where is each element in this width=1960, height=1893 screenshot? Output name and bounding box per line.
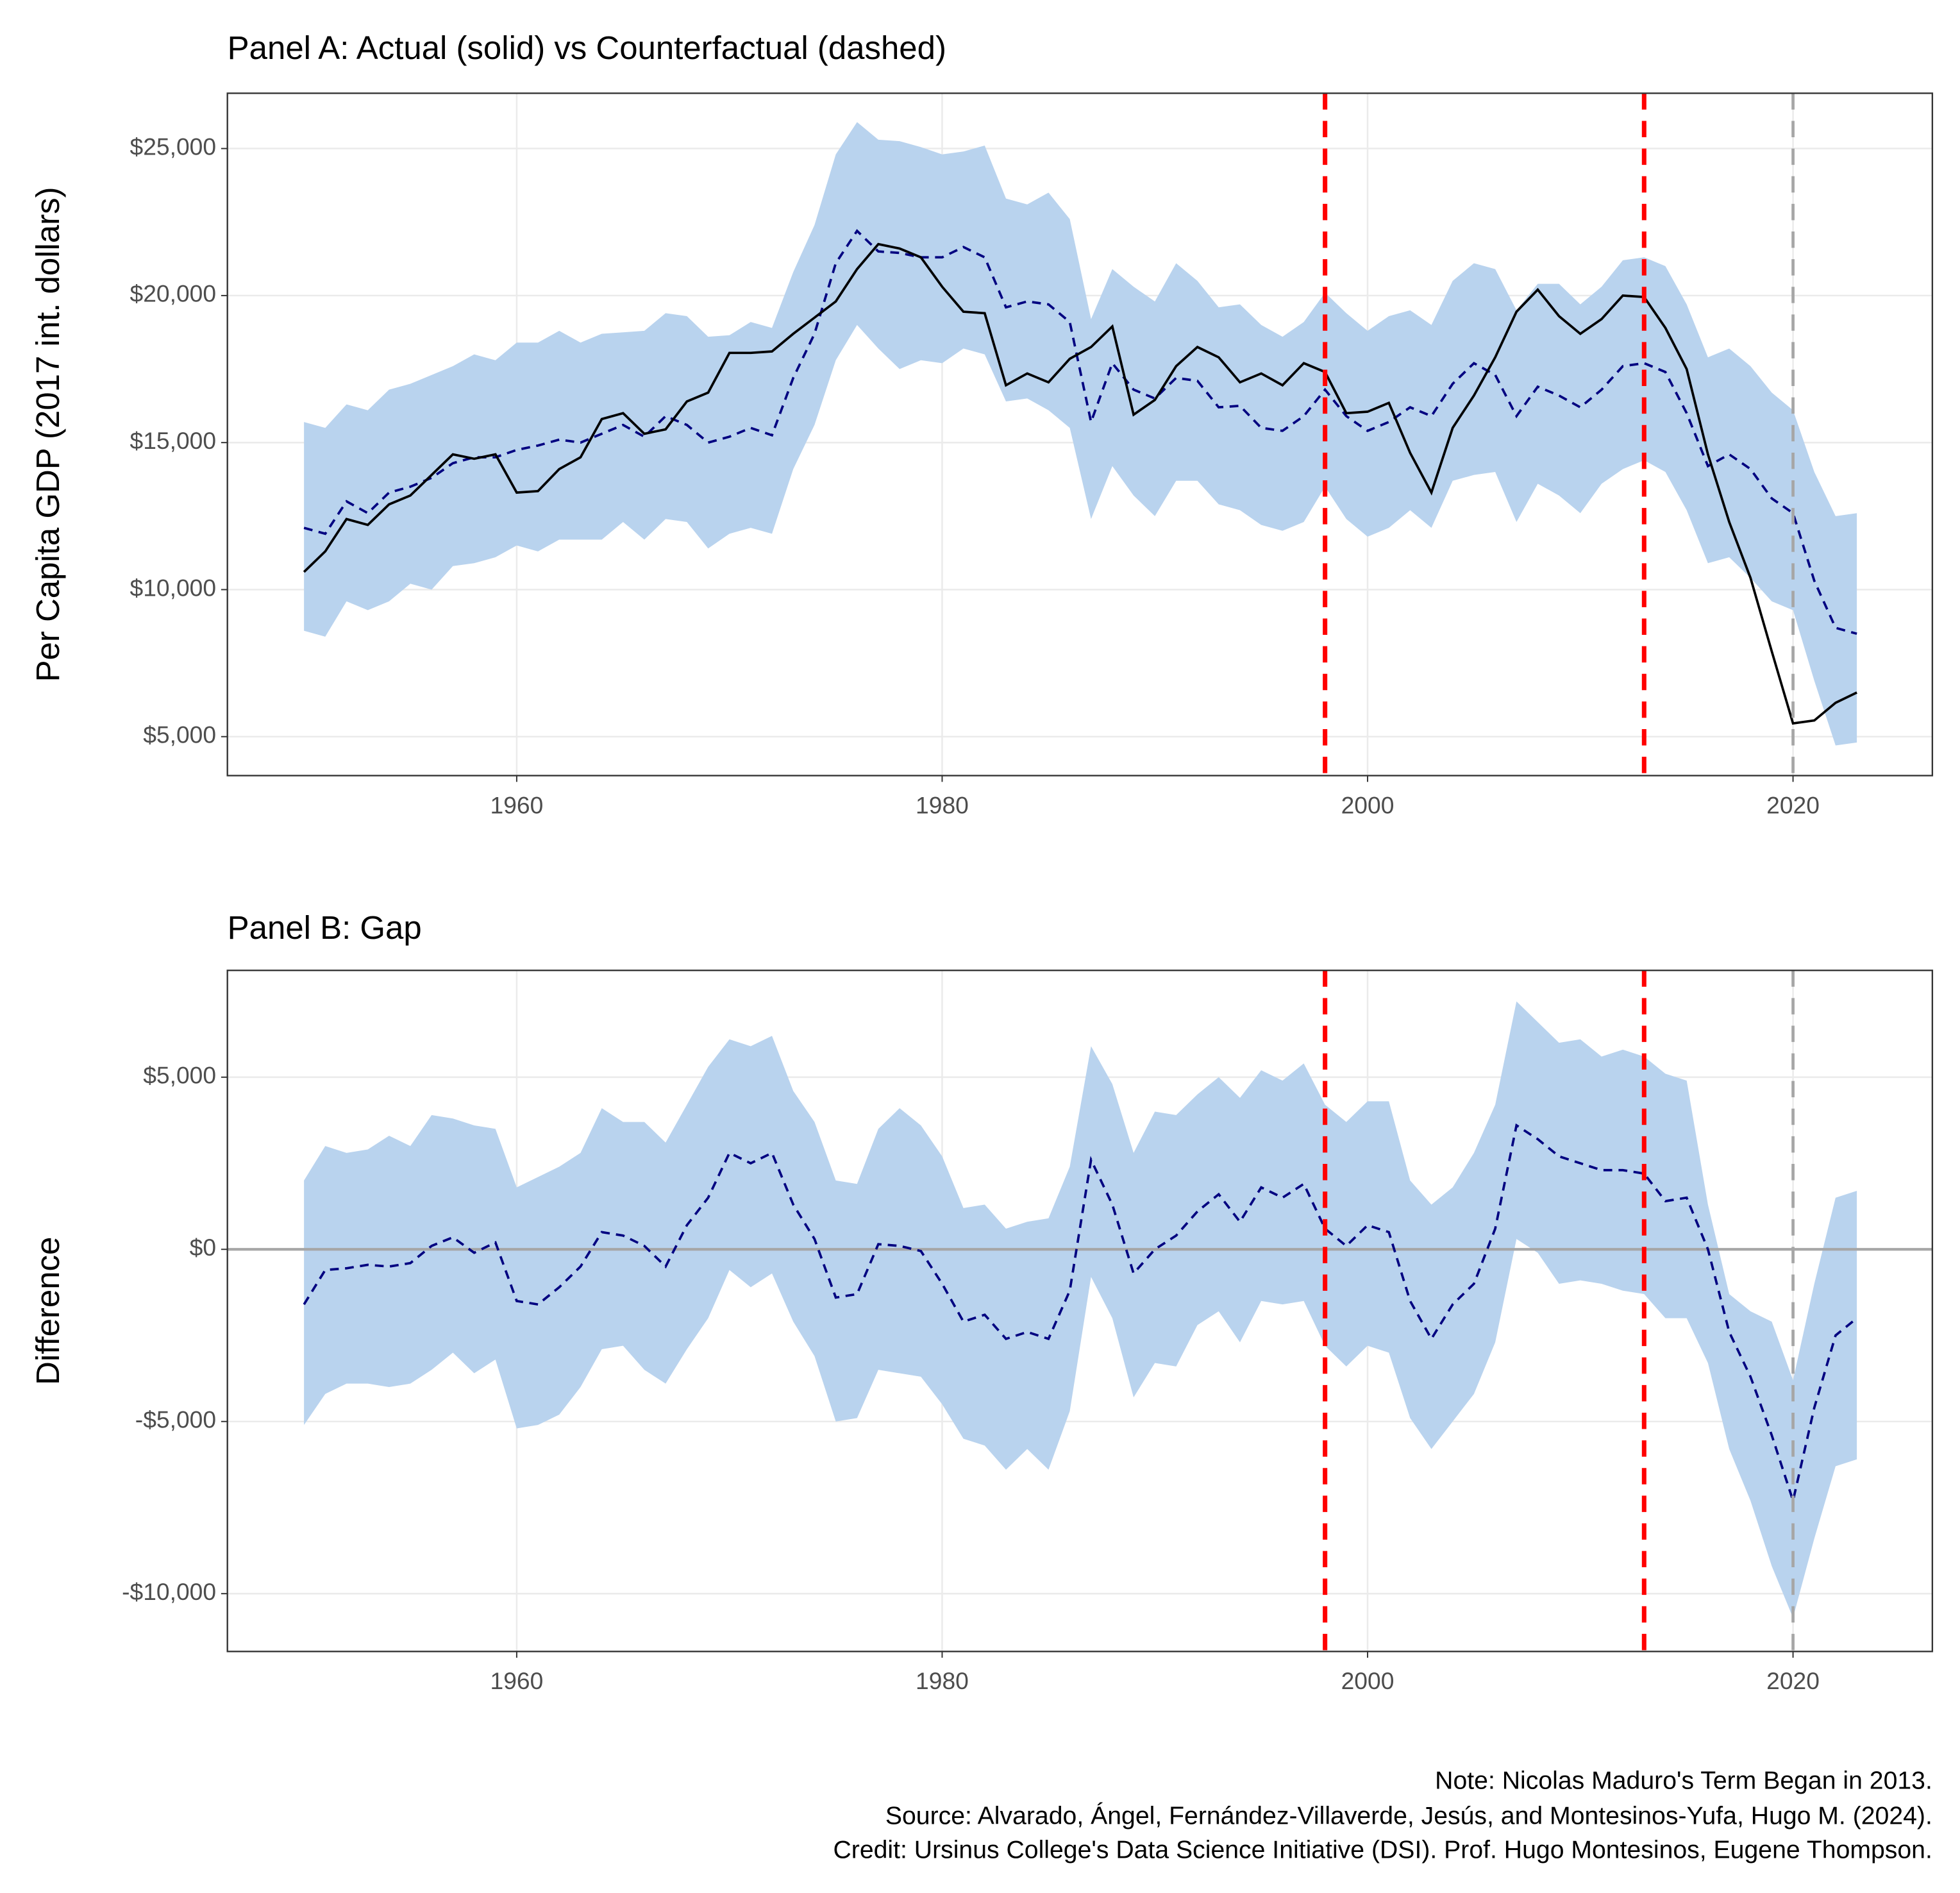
confidence-band [304,1001,1857,1618]
y-tick-label: $20,000 [130,280,217,307]
panel-border [226,970,1934,1653]
x-tick-label: 1960 [490,791,544,818]
plot-area [227,970,1932,1652]
y-tick-label: $10,000 [130,574,217,601]
x-tick-label: 1980 [916,791,969,818]
y-tick-label: -$10,000 [122,1578,216,1605]
panel-title: Panel B: Gap [228,909,422,946]
dashed-line [303,229,1857,635]
panel-border [226,92,1934,777]
plot-area [303,93,1857,776]
confidence-band [304,122,1857,746]
caption-source: Source: Alvarado, Ángel, Fernández-Villa… [885,1802,1932,1830]
y-tick-label: $15,000 [130,427,217,454]
y-tick-label: $0 [190,1234,216,1261]
caption-note: Note: Nicolas Maduro's Term Began in 201… [1435,1767,1932,1795]
x-tick-label: 2000 [1341,1667,1395,1694]
y-axis-label: Difference [29,1237,66,1385]
dashed-line [303,1123,1858,1506]
solid-line [303,242,1857,725]
y-tick-label: $5,000 [143,721,216,748]
x-tick-label: 2020 [1766,791,1820,818]
x-tick-label: 1960 [490,1667,544,1694]
x-tick-label: 1980 [916,1667,969,1694]
x-tick-label: 2000 [1341,791,1395,818]
y-axis-label: Per Capita GDP (2017 int. dollars) [29,187,66,682]
y-tick-label: $5,000 [143,1062,216,1089]
panel-title: Panel A: Actual (solid) vs Counterfactua… [228,29,946,66]
y-tick-label: $25,000 [130,133,217,160]
x-tick-label: 2020 [1766,1667,1820,1694]
y-tick-label: -$5,000 [135,1406,216,1433]
caption-credit: Credit: Ursinus College's Data Science I… [833,1836,1932,1864]
